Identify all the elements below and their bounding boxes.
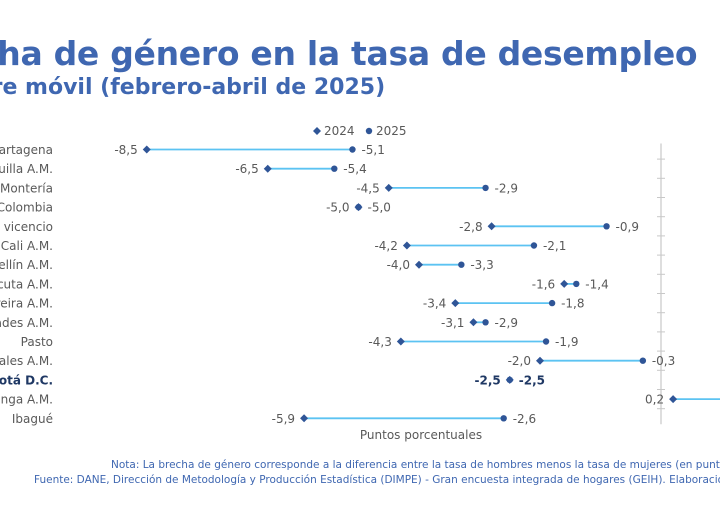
marker-2024 — [451, 299, 460, 308]
marker-2025 — [482, 184, 489, 192]
source-text: Fuente: DANE, Dirección de Metodología y… — [34, 474, 720, 486]
data-label-2025: -1,4 — [585, 277, 608, 291]
data-label-2024: -1,6 — [532, 277, 555, 291]
category-label: gotá D.C. — [0, 373, 53, 387]
marker-2025 — [548, 299, 556, 307]
marker-2024 — [384, 183, 393, 192]
data-label-2025: -2,5 — [519, 373, 545, 387]
data-label-2024: -8,5 — [114, 143, 137, 157]
data-label-2025: -5,4 — [343, 162, 366, 176]
category-label: ales A.M. — [0, 354, 53, 368]
chart-title: cha de género en la tasa de desempleo — [0, 34, 698, 73]
data-label-2024: -6,5 — [235, 162, 258, 176]
marker-2024 — [469, 318, 478, 327]
legend-marker-2025 — [365, 127, 373, 135]
category-label: Montería — [0, 181, 53, 195]
legend-marker-2024 — [313, 127, 321, 135]
data-label-2024: -4,2 — [374, 239, 397, 253]
chart-subtitle: stre móvil (febrero-abril de 2025) — [0, 75, 386, 100]
marker-2024 — [142, 145, 151, 154]
marker-2025 — [542, 338, 550, 345]
category-label: reira A.M. — [0, 297, 53, 311]
marker-2024 — [300, 414, 309, 423]
category-label: vicencio — [4, 220, 53, 234]
marker-2025 — [573, 280, 580, 288]
marker-2025 — [458, 261, 465, 268]
category-label: artagena — [0, 143, 53, 157]
data-label-2025: -1,9 — [555, 335, 578, 349]
data-label-2024: -3,1 — [441, 316, 464, 330]
data-label-2024: -4,3 — [368, 335, 391, 349]
footnote-text: Nota: La brecha de género corresponde a … — [111, 459, 720, 471]
marker-2025 — [639, 357, 647, 364]
data-label-2024: -5,9 — [272, 412, 295, 426]
category-label: Cali A.M. — [1, 239, 53, 253]
marker-2025 — [349, 146, 356, 153]
category-label: Ibagué — [12, 412, 53, 426]
category-label: cuta A.M. — [0, 277, 53, 291]
data-label-2024: -4,0 — [387, 258, 410, 272]
marker-2024 — [669, 395, 678, 404]
category-label: ellín A.M. — [0, 258, 53, 272]
data-label-2025: -3,3 — [470, 258, 493, 272]
marker-2025 — [355, 203, 362, 211]
data-label-2024: -4,5 — [356, 181, 379, 195]
marker-2025 — [506, 376, 513, 384]
marker-2025 — [331, 165, 338, 172]
marker-2024 — [487, 222, 496, 231]
marker-2024 — [263, 164, 272, 173]
marker-2025 — [603, 223, 610, 230]
data-label-2024: -3,4 — [423, 297, 446, 311]
marker-2024 — [402, 241, 411, 250]
data-label-2025: -2,1 — [543, 239, 566, 253]
data-label-2025: -5,1 — [361, 143, 384, 157]
data-label-2025: -0,9 — [616, 220, 639, 234]
category-label: ades A.M. — [0, 316, 53, 330]
marker-2025 — [500, 415, 507, 422]
data-label-2024: -2,5 — [475, 373, 501, 387]
marker-2024 — [396, 337, 405, 346]
marker-2024 — [415, 260, 423, 269]
data-label-2024: -2,8 — [459, 220, 482, 234]
data-label-2025: -2,9 — [495, 181, 518, 195]
data-label-2025: -2,9 — [495, 316, 518, 330]
category-label: nga A.M. — [1, 393, 53, 407]
data-label-2025: -5,0 — [368, 201, 391, 215]
legend-label-2025: 2025 — [376, 124, 407, 138]
legend-label-2024: 2024 — [324, 124, 355, 138]
marker-2024 — [536, 356, 544, 365]
data-label-2024: -2,0 — [508, 354, 531, 368]
data-label-2024: -5,0 — [326, 201, 349, 215]
marker-2025 — [530, 242, 538, 249]
data-label-2024: 0,2 — [645, 393, 664, 407]
category-label: Pasto — [21, 335, 53, 349]
data-label-2025: -0,3 — [652, 354, 675, 368]
data-label-2025: -1,8 — [561, 297, 584, 311]
marker-2025 — [482, 319, 489, 326]
data-label-2025: -2,6 — [513, 412, 536, 426]
x-axis-label: Puntos porcentuales — [360, 428, 482, 442]
marker-2024 — [560, 279, 569, 288]
category-label: uilla A.M. — [0, 162, 53, 176]
category-label: Colombia — [0, 201, 53, 215]
